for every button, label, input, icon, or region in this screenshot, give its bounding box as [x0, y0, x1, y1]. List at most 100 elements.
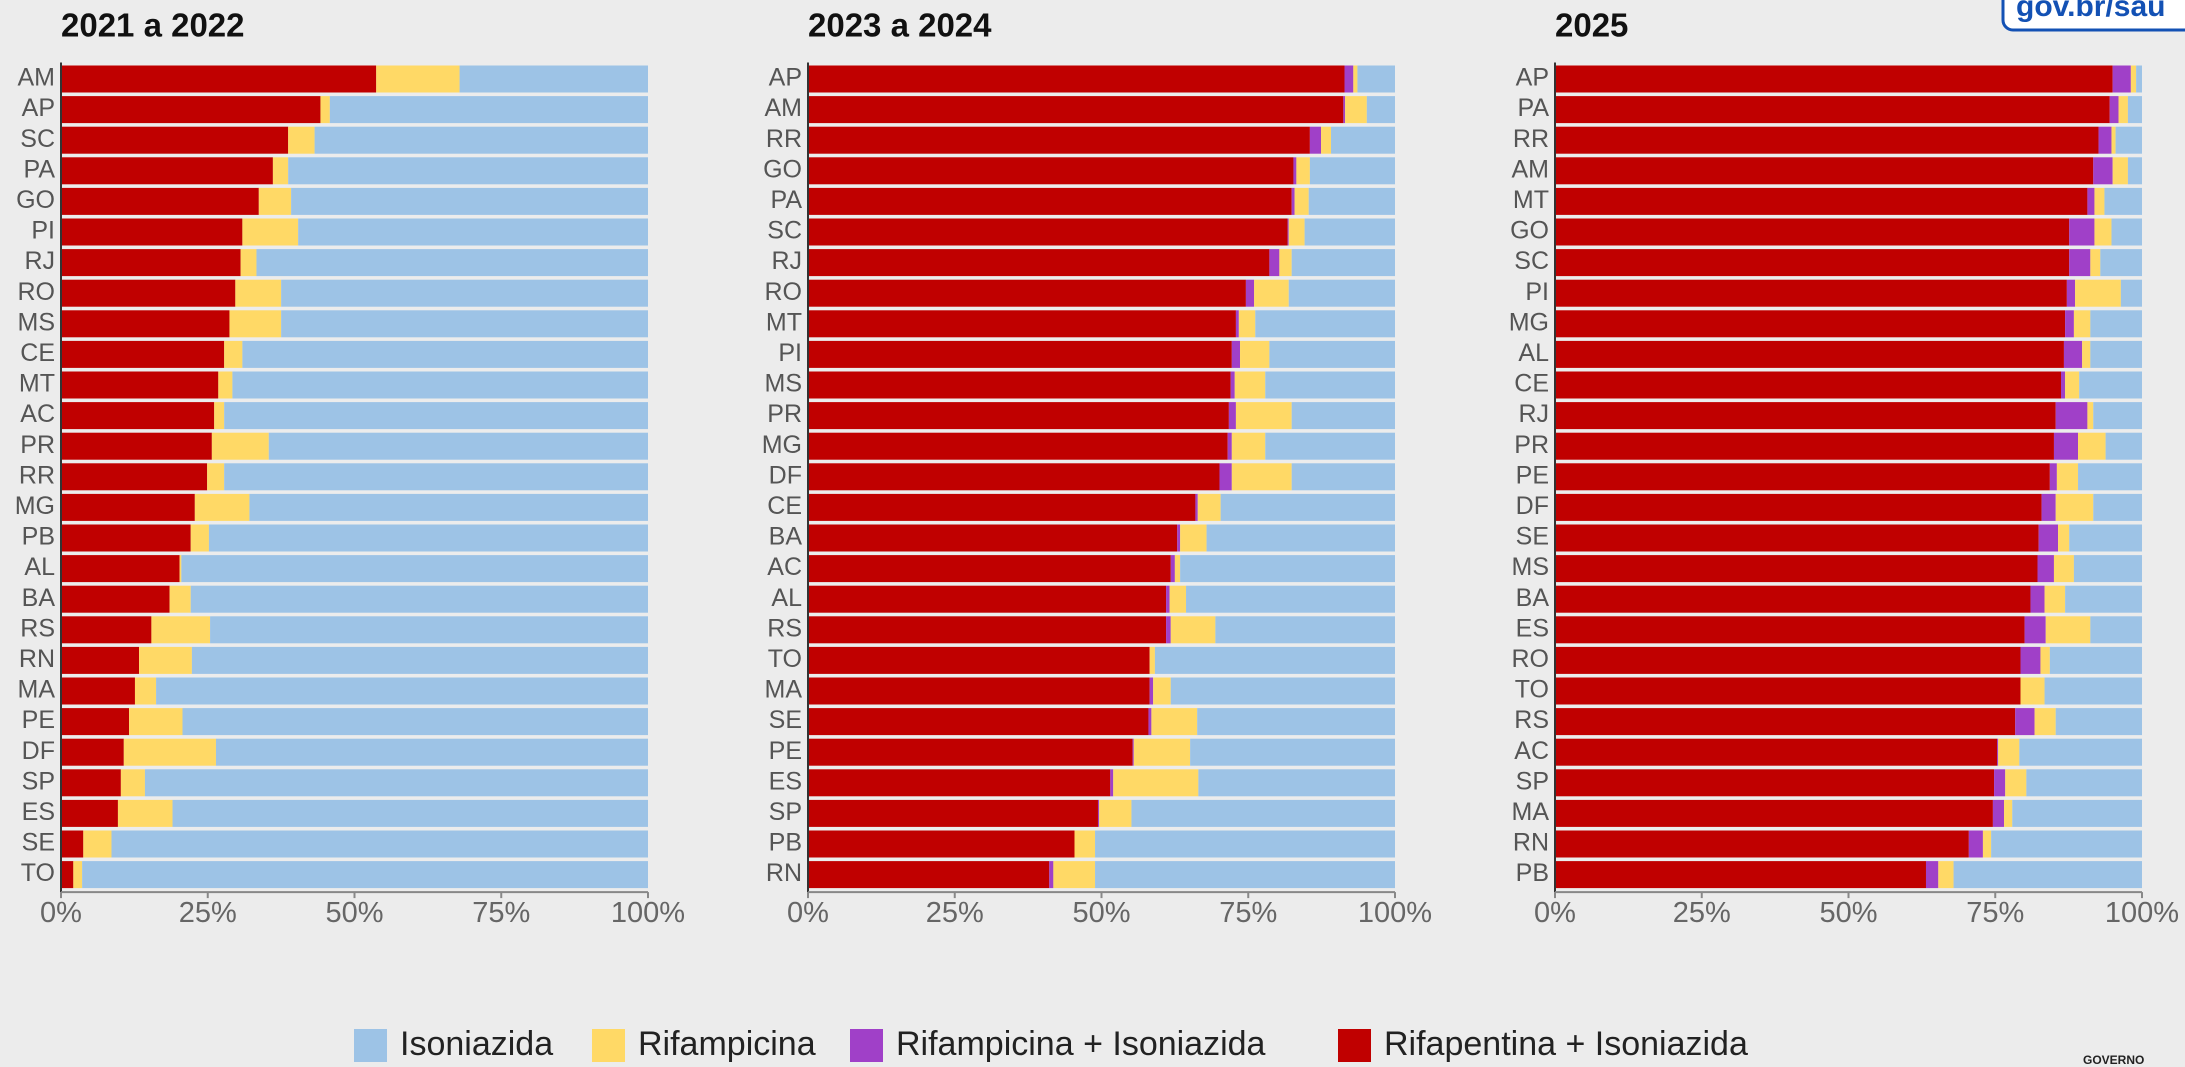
bar-segment [1170, 555, 1175, 583]
x-tick-label: 100% [611, 897, 685, 929]
legend-label: Rifapentina + Isoniazida [1384, 1025, 1748, 1063]
y-tick-label: DF [22, 737, 55, 765]
bar-segment [288, 126, 315, 154]
bar-segment [2012, 799, 2142, 827]
y-tick-label: RN [1513, 829, 1549, 857]
y-tick-label: PB [769, 829, 802, 857]
bar-segment [1287, 218, 1289, 246]
bar-segment [2034, 708, 2056, 736]
bar-segment [2066, 279, 2076, 307]
bar-segment [1240, 340, 1270, 368]
bar-segment [298, 218, 648, 246]
bar-segment [808, 708, 1149, 736]
bar-segment [1074, 830, 1096, 858]
bar-segment [1343, 96, 1346, 124]
bar-segment [2078, 463, 2142, 491]
bar-segment [268, 432, 648, 460]
y-tick-label: AC [767, 553, 802, 581]
bar-segment [2094, 218, 2112, 246]
bar-segment [1992, 799, 2005, 827]
bar-segment [1198, 769, 1395, 797]
x-tick-label: 50% [1072, 897, 1130, 929]
bar-segment [1555, 157, 2094, 185]
bar-segment [1291, 249, 1395, 277]
bar-segment [808, 187, 1292, 215]
bar-segment [1170, 616, 1216, 644]
bar-segment [61, 279, 236, 307]
bar-segment [172, 799, 648, 827]
bar-segment [808, 157, 1294, 185]
y-tick-label: MA [18, 676, 56, 704]
bar-segment [320, 96, 330, 124]
bar-segment [1231, 432, 1266, 460]
bar-segment [1555, 402, 2056, 430]
bar-segment [1186, 585, 1395, 613]
bar-segment [2055, 493, 2094, 521]
y-tick-label: DF [769, 461, 802, 489]
bar-segment [1555, 646, 2021, 674]
bar-segment [2090, 616, 2142, 644]
y-tick-label: MG [1509, 308, 1549, 336]
bar-segment [1555, 432, 2054, 460]
bar-segment [291, 187, 648, 215]
y-tick-label: AM [1512, 155, 1550, 183]
bar-segment [224, 402, 648, 430]
bar-segment [2094, 187, 2105, 215]
y-tick-label: GO [763, 155, 802, 183]
bar-segment [1095, 861, 1395, 889]
bar-segment [1555, 340, 2064, 368]
bar-segment [61, 126, 289, 154]
bar-segment [1195, 493, 1198, 521]
bar-segment [61, 371, 219, 399]
bar-segment [1151, 708, 1198, 736]
bar-segment [208, 524, 648, 552]
bar-segment [1228, 402, 1236, 430]
bar-segment [61, 96, 321, 124]
y-tick-label: RS [767, 614, 802, 642]
y-tick-label: TO [768, 645, 802, 673]
bar-segment [2100, 249, 2142, 277]
bar-segment [2109, 96, 2119, 124]
bar-segment [120, 769, 145, 797]
bar-segment [210, 616, 648, 644]
bar-segment [229, 310, 282, 338]
bar-segment [123, 738, 216, 766]
y-tick-label: MT [1513, 186, 1549, 214]
bar-segment [61, 646, 140, 674]
bar-segment [61, 524, 191, 552]
bar-segment [808, 769, 1111, 797]
bar-segment [2069, 218, 2095, 246]
bar-segment [808, 463, 1220, 491]
bar-segment [1254, 279, 1289, 307]
bar-segment [1366, 96, 1395, 124]
x-tick-label: 100% [1358, 897, 1432, 929]
bar-segment [1555, 310, 2066, 338]
y-tick-label: SC [1514, 247, 1549, 275]
bar-segment [1288, 218, 1305, 246]
bar-segment [808, 738, 1133, 766]
y-tick-label: RJ [24, 247, 55, 275]
bar-segment [207, 463, 225, 491]
bar-segment [1177, 524, 1181, 552]
bar-segment [2060, 371, 2066, 399]
y-tick-label: CE [1514, 370, 1549, 398]
y-tick-label: PA [771, 186, 803, 214]
y-tick-label: PB [1516, 859, 1549, 887]
bar-segment [2049, 646, 2142, 674]
bar-segment [1353, 65, 1358, 93]
bar-segment [1166, 585, 1170, 613]
y-tick-label: ES [769, 767, 802, 795]
bar-segment [1133, 738, 1191, 766]
x-tick-label: 100% [2105, 897, 2179, 929]
bar-segment [1049, 861, 1054, 889]
bar-segment [1235, 310, 1239, 338]
bar-segment [1170, 677, 1395, 705]
bar-segment [1555, 524, 2039, 552]
bar-segment [2020, 677, 2045, 705]
bar-segment [181, 555, 648, 583]
bar-segment [211, 432, 269, 460]
bar-segment [1132, 738, 1134, 766]
bar-segment [1148, 708, 1152, 736]
footer: GOVERNO [2083, 1053, 2144, 1067]
y-tick-label: MT [19, 370, 55, 398]
